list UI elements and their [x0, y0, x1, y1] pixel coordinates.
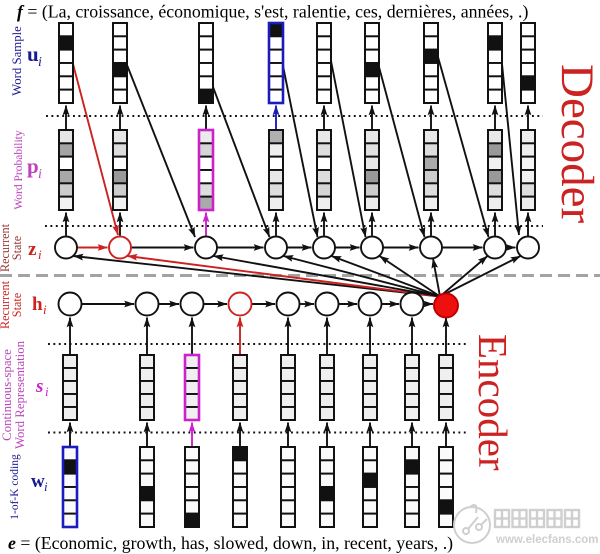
svg-text:Word Representation: Word Representation	[13, 340, 27, 449]
svg-text:Decoder: Decoder	[551, 64, 600, 224]
svg-text:s: s	[35, 376, 43, 397]
svg-text:z: z	[28, 239, 37, 260]
svg-text:i: i	[44, 479, 48, 494]
svg-text:Recurrent: Recurrent	[0, 223, 12, 272]
svg-text:w: w	[31, 471, 45, 492]
svg-text:Recurrent: Recurrent	[0, 280, 12, 329]
svg-text:i: i	[43, 302, 47, 317]
svg-text:u: u	[27, 42, 39, 66]
svg-text:Continuous-space: Continuous-space	[0, 349, 14, 441]
svg-text:Word Sample: Word Sample	[10, 26, 24, 96]
svg-text:i: i	[38, 55, 42, 70]
svg-text:i: i	[45, 384, 49, 399]
svg-text:i: i	[38, 247, 42, 262]
svg-text:1-of-K coding: 1-of-K coding	[9, 454, 21, 520]
svg-text:www.elecfans.com: www.elecfans.com	[495, 534, 598, 546]
svg-text:State: State	[10, 293, 24, 317]
svg-text:Encoder: Encoder	[470, 334, 516, 471]
svg-text:f = (La, croissance, économiqu: f = (La, croissance, économique, s'est, …	[17, 2, 528, 23]
svg-text:h: h	[32, 294, 43, 315]
svg-text:Word Probability: Word Probability	[13, 130, 25, 209]
svg-text:e = (Economic, growth, has, sl: e = (Economic, growth, has, slowed, down…	[8, 533, 453, 554]
svg-text:i: i	[38, 167, 42, 182]
svg-text:p: p	[27, 154, 39, 178]
svg-text:State: State	[10, 236, 24, 260]
